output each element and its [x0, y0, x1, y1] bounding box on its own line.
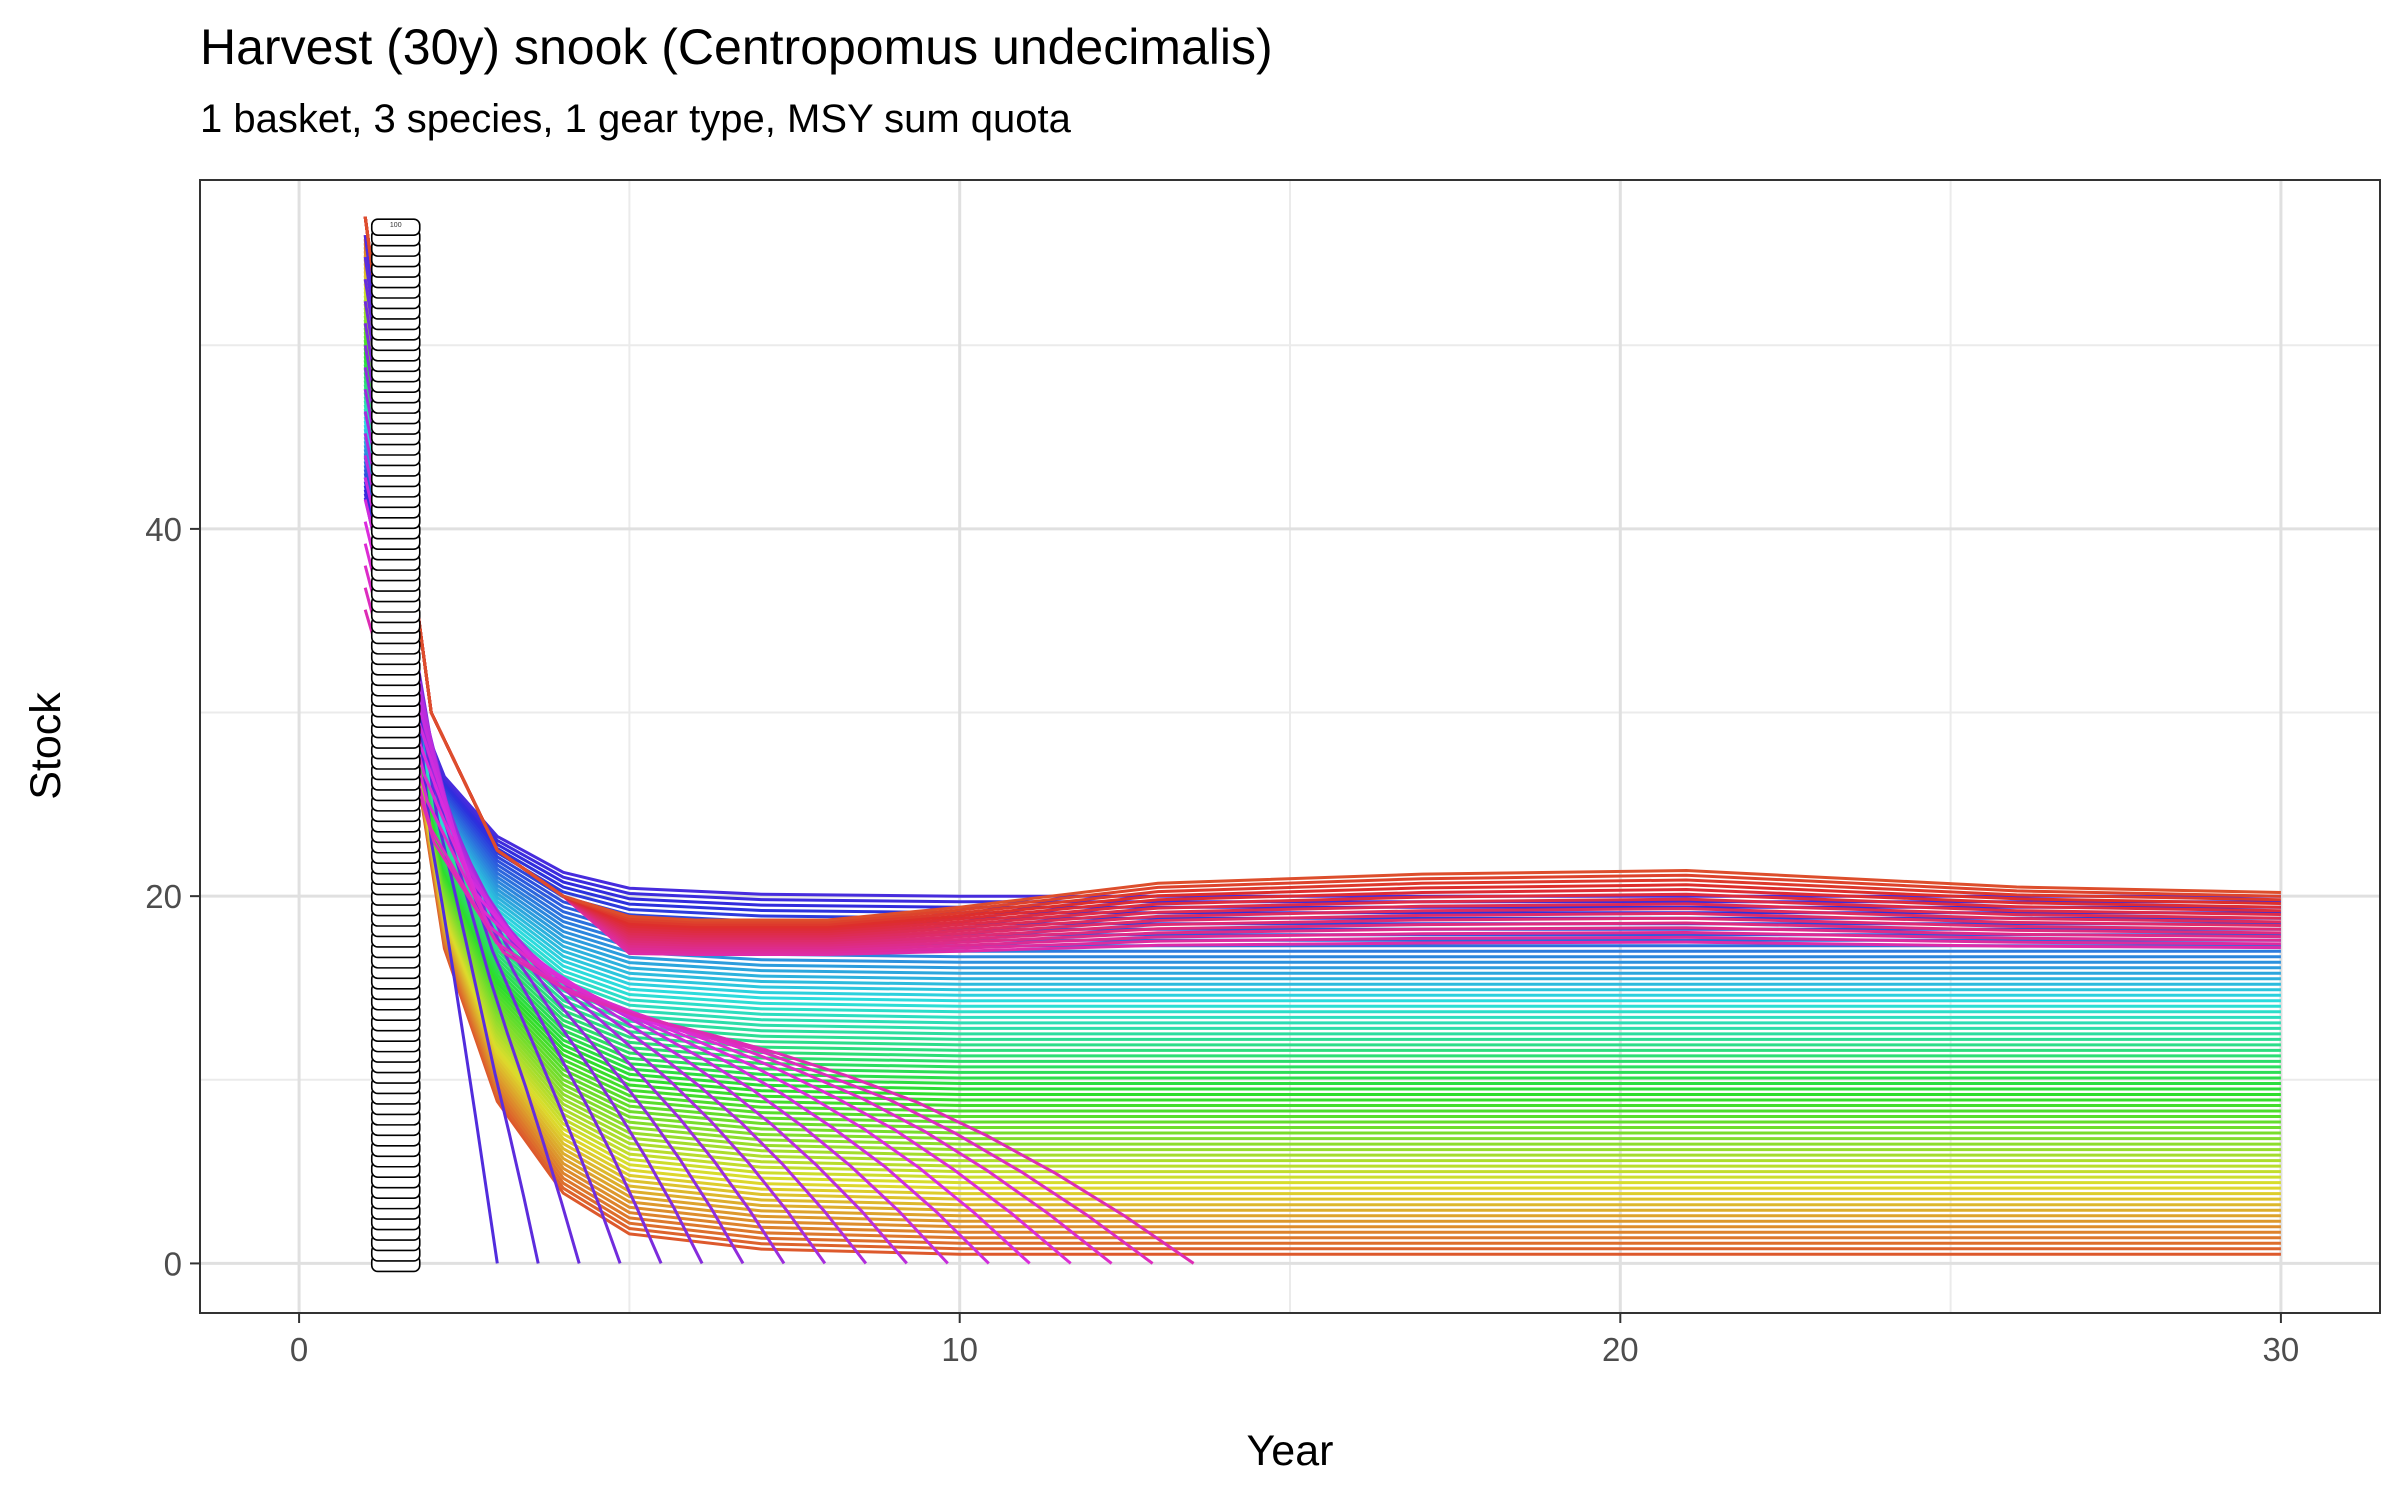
series-line: [363, 477, 2281, 926]
x-tick-label: 0: [290, 1331, 308, 1368]
series-line: [363, 216, 2281, 950]
series-lines: [363, 216, 2281, 1265]
series-line: [363, 485, 2281, 915]
series-line: [363, 319, 2281, 1141]
x-tick-label: 30: [2263, 1331, 2300, 1368]
series-line: [363, 469, 2281, 937]
series-line: [363, 216, 2281, 943]
series-line: [363, 216, 2281, 954]
point-label-text: 100: [390, 222, 402, 229]
x-tick-label: 20: [1602, 1331, 1639, 1368]
series-line: [363, 216, 2281, 931]
series-line: [363, 216, 2281, 927]
series-line: [363, 283, 2281, 1190]
series-line: [363, 216, 2281, 933]
series-line: [363, 216, 2281, 952]
series-line: [363, 216, 2281, 945]
series-line: [363, 216, 2281, 929]
x-axis-title: Year: [1247, 1427, 1334, 1475]
point-labels: 100: [370, 218, 421, 1273]
chart-title: Harvest (30y) snook (Centropomus undecim…: [200, 19, 1273, 75]
series-line: [363, 216, 2281, 936]
point-label-box: [370, 218, 421, 236]
chart-subtitle: 1 basket, 3 species, 1 gear type, MSY su…: [200, 97, 1071, 141]
series-line: [363, 565, 1113, 1265]
y-tick-label: 40: [145, 511, 182, 548]
series-line: [363, 267, 2281, 1212]
series-line: [363, 216, 2281, 938]
series-line: [363, 216, 2281, 947]
series-line: [363, 216, 2281, 922]
series-line: [363, 493, 2281, 904]
y-tick-label: 0: [164, 1245, 182, 1282]
series-line: [363, 473, 2281, 931]
series-line: [363, 216, 2281, 956]
plot-panel-border: [199, 179, 2381, 1314]
x-tick-label: 10: [941, 1331, 978, 1368]
series-line: [363, 299, 2281, 1168]
series-line: [363, 251, 2281, 1234]
series-line: [363, 216, 2281, 940]
series-line: [363, 364, 2281, 1080]
series-line: [363, 489, 2281, 909]
axes: 0 10 20 30 0 20 40: [145, 511, 2299, 1368]
y-axis-title: Stock: [22, 692, 70, 800]
series-line: [363, 497, 2281, 898]
series-line: [363, 481, 2281, 920]
series-line: [363, 609, 1195, 1265]
series-line: [363, 216, 2281, 924]
series-line: [363, 348, 2281, 1102]
y-tick-label: 20: [145, 878, 182, 915]
series-line: [363, 461, 2281, 948]
series-line: [363, 331, 2281, 1124]
series-line: [363, 465, 2281, 942]
